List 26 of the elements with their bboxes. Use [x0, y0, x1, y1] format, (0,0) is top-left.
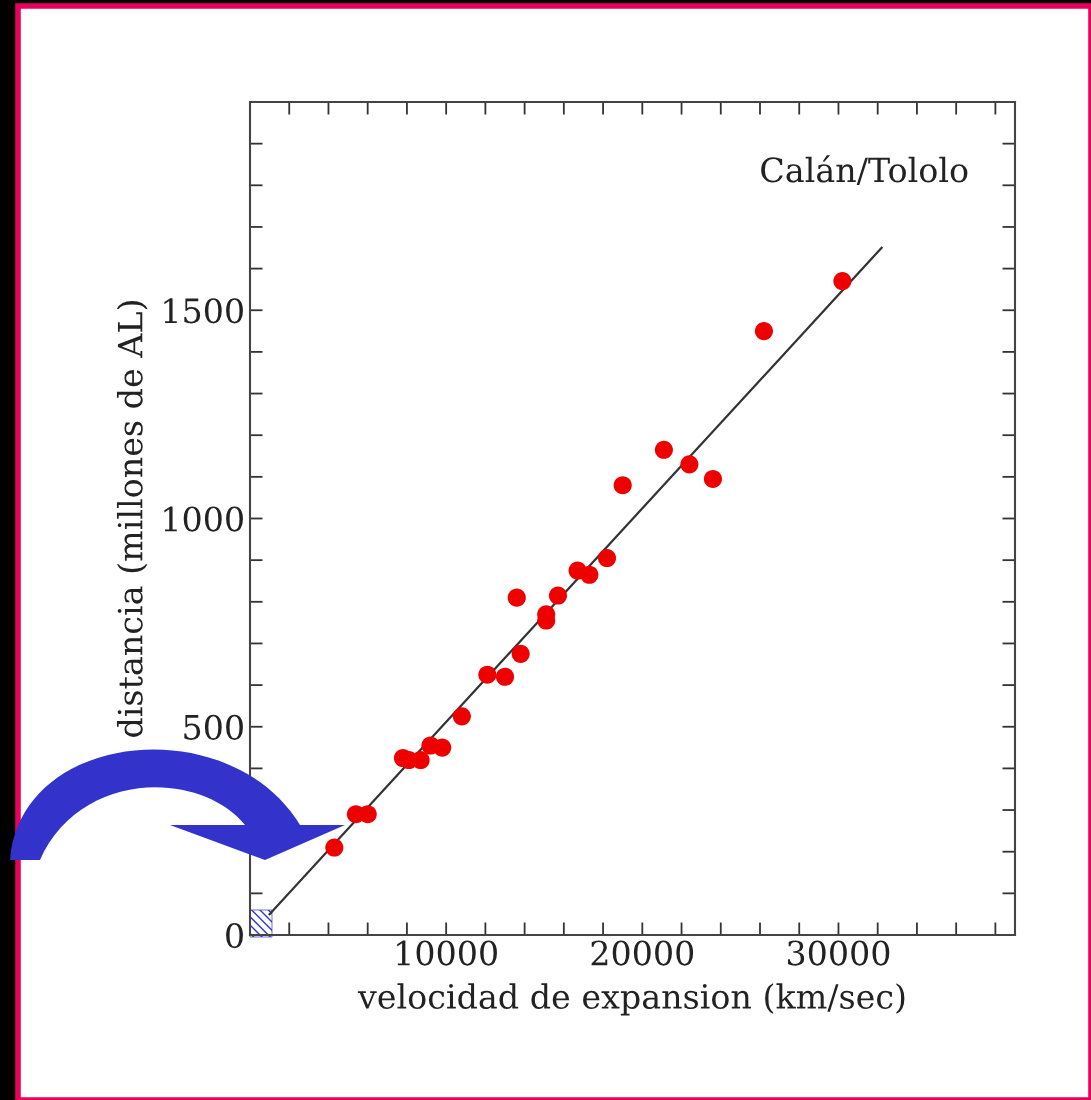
x-tick-label: 20000	[591, 940, 694, 966]
point	[507, 588, 526, 607]
y-tick-label: 1000	[164, 506, 243, 532]
point	[680, 455, 699, 474]
point	[433, 738, 452, 757]
annotation: Calán/Tololo	[761, 155, 968, 186]
point	[511, 644, 530, 663]
point	[495, 667, 515, 686]
point	[833, 272, 852, 291]
point	[478, 665, 497, 684]
point	[654, 440, 673, 459]
point	[703, 469, 722, 488]
y-axis-title: distancia (millones de AL)	[116, 301, 148, 737]
x-axis-title: velocidad de expansion (km/sec)	[357, 983, 905, 1016]
y-tick-label: 1500	[164, 298, 243, 324]
point	[754, 322, 773, 341]
x-tick-label: 30000	[787, 940, 890, 966]
point	[580, 565, 599, 584]
point	[548, 586, 568, 605]
point	[325, 838, 344, 857]
point	[597, 549, 617, 568]
x-tick-label: 10000	[397, 940, 497, 966]
y-tick-label: 500	[184, 714, 243, 740]
point	[613, 476, 632, 495]
point	[452, 707, 471, 726]
y-tick-label: 0	[226, 922, 243, 949]
